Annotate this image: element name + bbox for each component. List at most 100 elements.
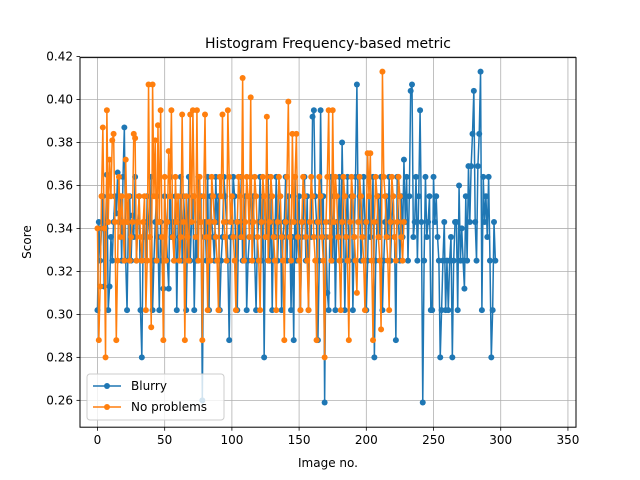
data-point — [357, 193, 364, 200]
data-point — [150, 193, 157, 200]
data-point — [414, 257, 421, 264]
data-point — [488, 354, 495, 361]
data-point — [489, 307, 496, 314]
data-point — [322, 218, 329, 225]
data-point — [113, 337, 120, 344]
data-point — [335, 234, 342, 241]
data-point — [134, 218, 141, 225]
data-point — [214, 257, 221, 264]
data-point — [202, 111, 209, 118]
data-point — [409, 81, 416, 88]
data-point — [254, 234, 261, 241]
data-point — [157, 107, 164, 114]
data-point — [321, 354, 328, 361]
data-point — [98, 193, 105, 200]
data-point — [228, 193, 235, 200]
data-point — [345, 337, 352, 344]
data-point — [105, 218, 112, 225]
data-point — [102, 354, 109, 361]
data-point — [243, 307, 250, 314]
data-point — [227, 218, 234, 225]
data-point — [382, 193, 389, 200]
data-point — [216, 173, 223, 180]
data-point — [485, 173, 492, 180]
data-point — [387, 218, 394, 225]
data-point — [447, 234, 454, 241]
data-point — [111, 218, 118, 225]
data-point — [145, 218, 152, 225]
data-point — [163, 257, 170, 264]
legend-marker — [104, 404, 110, 410]
data-point — [321, 399, 328, 406]
data-point — [95, 337, 102, 344]
data-point — [429, 307, 436, 314]
data-point — [328, 257, 335, 264]
data-point — [191, 193, 198, 200]
data-point — [394, 218, 401, 225]
x-axis-label: Image no. — [298, 456, 358, 470]
data-point — [240, 257, 247, 264]
data-point — [349, 307, 356, 314]
data-point — [177, 234, 184, 241]
data-point — [309, 113, 316, 120]
data-point — [468, 163, 475, 170]
data-point — [197, 218, 204, 225]
legend-marker — [104, 383, 110, 389]
data-point — [238, 234, 245, 241]
legend-label: No problems — [131, 400, 207, 414]
data-point — [277, 193, 284, 200]
data-point — [395, 173, 402, 180]
data-point — [407, 87, 414, 94]
data-point — [156, 307, 163, 314]
data-point — [372, 173, 379, 180]
data-point — [383, 234, 390, 241]
data-point — [191, 307, 198, 314]
data-point — [298, 218, 305, 225]
data-point — [207, 257, 214, 264]
data-point — [347, 218, 354, 225]
y-tick-label: 0.32 — [46, 264, 73, 278]
data-point — [231, 257, 238, 264]
data-point — [245, 193, 252, 200]
data-point — [400, 156, 407, 163]
data-point — [141, 193, 148, 200]
data-point — [106, 156, 113, 163]
data-point — [406, 193, 413, 200]
data-point — [243, 173, 250, 180]
data-point — [304, 257, 311, 264]
data-point — [366, 193, 372, 200]
data-point — [399, 257, 406, 264]
data-point — [419, 399, 426, 406]
x-tick-label: 100 — [220, 433, 243, 447]
data-point — [117, 234, 124, 241]
data-point — [146, 234, 153, 241]
data-point — [469, 130, 476, 137]
data-point — [396, 193, 403, 200]
data-point — [106, 283, 113, 290]
data-point — [195, 257, 202, 264]
data-point — [270, 234, 277, 241]
data-point — [464, 257, 471, 264]
legend-label: Blurry — [131, 379, 167, 393]
data-point — [302, 234, 309, 241]
data-point — [168, 107, 175, 114]
series-layer — [94, 68, 499, 406]
data-point — [492, 257, 499, 264]
data-point — [121, 124, 128, 131]
data-point — [281, 337, 288, 344]
data-point — [161, 173, 168, 180]
data-point — [118, 193, 125, 200]
data-point — [313, 337, 320, 344]
data-point — [164, 218, 171, 225]
data-point — [477, 68, 484, 75]
data-point — [375, 234, 382, 241]
data-point — [301, 193, 308, 200]
data-point — [324, 173, 331, 180]
data-point — [224, 107, 231, 114]
data-point — [343, 234, 350, 241]
data-point — [265, 257, 272, 264]
x-tick-label: 150 — [288, 433, 311, 447]
data-point — [128, 234, 135, 241]
data-point — [181, 337, 188, 344]
